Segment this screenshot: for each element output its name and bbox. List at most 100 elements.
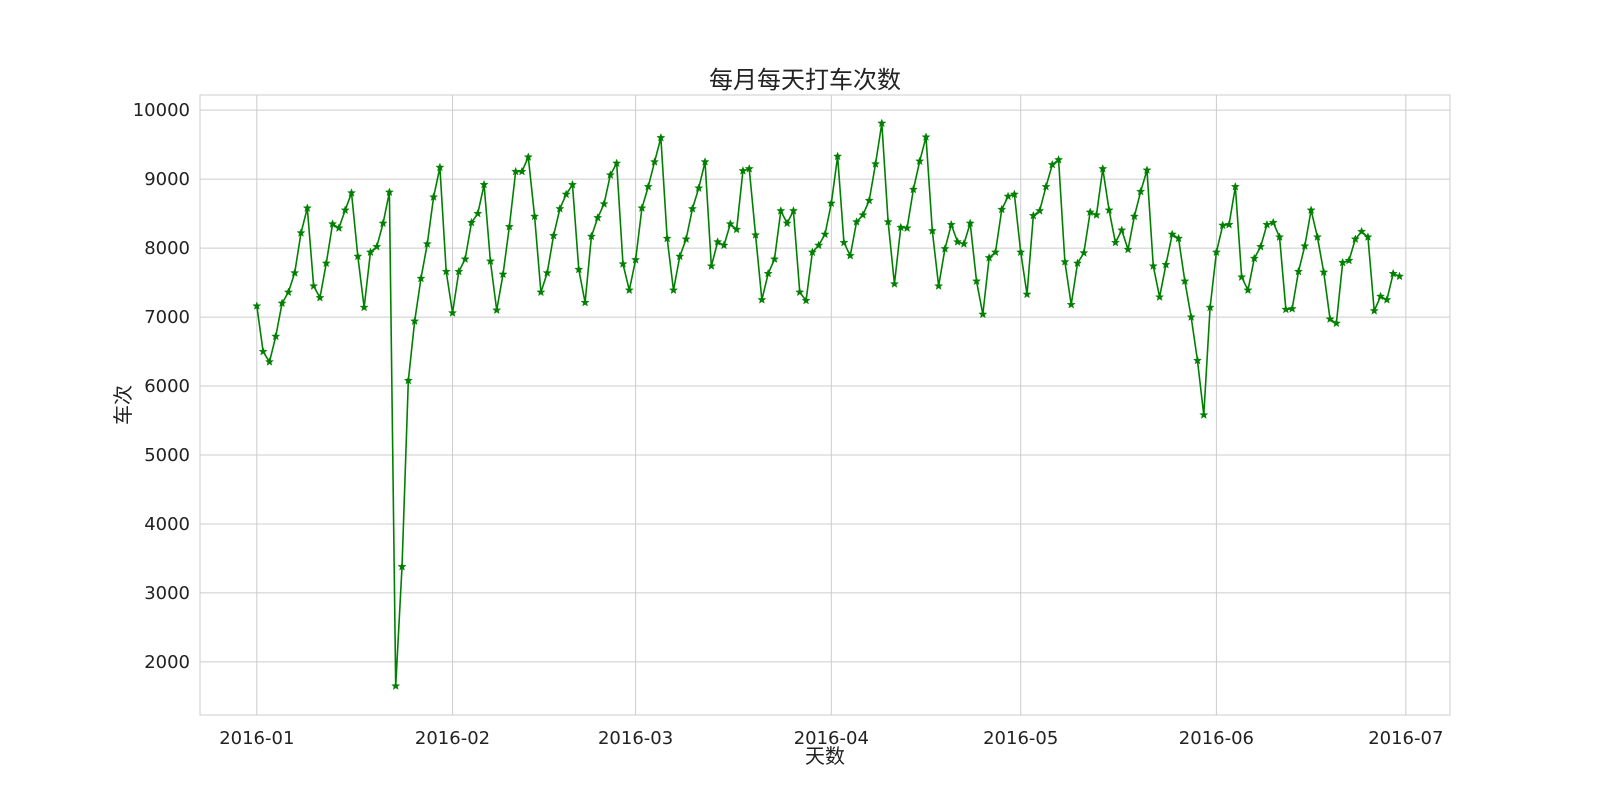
data-point-star: [1022, 289, 1032, 299]
data-point-star: [820, 229, 830, 239]
y-axis-ticks: 2000 3000 4000 5000 6000 7000 8000 9000 10000: [133, 100, 190, 673]
data-point-star: [1104, 205, 1114, 215]
data-point-star: [429, 192, 439, 201]
data-point-star: [296, 228, 306, 237]
data-point-star: [1331, 318, 1341, 328]
x-tick-label: 2016-02: [415, 728, 490, 749]
data-point-star: [574, 264, 584, 274]
data-point-star: [744, 164, 754, 173]
data-point-star: [1300, 241, 1310, 250]
data-point-star: [1035, 206, 1045, 215]
data-point-star: [732, 224, 742, 234]
y-tick-label: 5000: [144, 445, 190, 466]
data-point-star: [473, 208, 483, 218]
data-point-star: [1148, 261, 1158, 270]
data-point-star: [990, 247, 1000, 257]
data-point-star: [643, 181, 653, 191]
data-point-star: [965, 218, 975, 228]
data-point-star: [997, 204, 1007, 214]
data-point-star: [1123, 244, 1133, 254]
data-point-star: [580, 297, 590, 307]
data-point-star: [757, 295, 767, 304]
data-point-star: [782, 218, 792, 228]
data-point-star: [1211, 247, 1221, 257]
data-point-star: [896, 222, 906, 232]
data-point-star: [1174, 233, 1184, 243]
data-point-star: [1079, 248, 1089, 257]
data-point-star: [1350, 234, 1360, 243]
x-axis-title: 天数: [805, 744, 845, 768]
data-point-star: [719, 240, 729, 250]
data-point-star: [1268, 217, 1278, 227]
x-tick-label: 2016-06: [1179, 728, 1254, 749]
data-point-star: [302, 203, 312, 212]
data-point-star: [1129, 211, 1139, 221]
data-point-star: [921, 132, 931, 141]
data-point-star: [586, 231, 596, 241]
data-point-star: [637, 203, 647, 212]
data-point-star: [1237, 272, 1247, 281]
data-point-star: [1192, 355, 1202, 365]
data-point-star: [599, 199, 609, 208]
data-point-star: [934, 281, 944, 290]
data-point-star: [738, 166, 748, 175]
data-point-star: [264, 357, 274, 366]
data-point-star: [877, 118, 887, 128]
data-point-star: [1016, 247, 1026, 257]
data-point-star: [902, 223, 912, 232]
data-point-star: [460, 254, 470, 263]
data-point-star: [340, 205, 350, 215]
data-point-star: [1199, 410, 1209, 419]
x-tick-label: 2016-05: [983, 728, 1058, 749]
data-point-star: [681, 234, 691, 243]
series-line: [256, 122, 1400, 687]
data-point-star: [530, 211, 540, 221]
data-point-star: [542, 268, 552, 277]
data-point-star: [889, 279, 899, 288]
x-tick-label: 2016-03: [598, 728, 673, 749]
data-point-star: [391, 681, 401, 690]
data-point-star: [485, 256, 495, 266]
data-point-star: [839, 237, 849, 247]
data-point-star: [435, 162, 445, 172]
data-point-star: [864, 195, 874, 205]
data-point-star: [1369, 306, 1379, 315]
y-tick-label: 9000: [144, 169, 190, 190]
data-point-star: [795, 287, 805, 297]
data-point-star: [694, 183, 704, 192]
data-point-star: [1394, 271, 1405, 281]
data-point-star: [751, 230, 761, 239]
data-point-star: [359, 302, 369, 312]
data-point-star: [915, 156, 925, 166]
data-point-star: [466, 217, 476, 227]
data-point-star: [769, 254, 780, 263]
data-point-star: [422, 239, 432, 248]
data-point-star: [277, 298, 287, 308]
data-point-star: [290, 268, 300, 277]
data-point-star: [959, 239, 969, 248]
data-point-star: [675, 251, 685, 261]
data-point-star: [687, 204, 697, 213]
data-point-star: [1142, 165, 1152, 175]
data-point-star: [1066, 299, 1076, 309]
data-point-star: [927, 226, 937, 235]
data-point-star: [1186, 312, 1196, 321]
data-point-star: [1338, 257, 1348, 267]
data-point-star: [410, 316, 420, 326]
data-point-star: [984, 253, 994, 262]
data-point-star: [833, 151, 843, 161]
data-point-star: [504, 221, 514, 231]
data-point-star: [801, 295, 811, 305]
data-point-star: [523, 152, 533, 161]
data-point-star: [1281, 304, 1291, 314]
data-point-star: [776, 206, 786, 215]
data-point-star: [618, 259, 628, 268]
data-point-star: [346, 188, 357, 197]
data-point-star: [631, 255, 641, 264]
data-point-star: [814, 240, 824, 250]
data-point-star: [700, 157, 710, 166]
data-point-star: [1009, 189, 1019, 199]
data-point-star: [271, 331, 281, 341]
data-point-star: [1161, 259, 1171, 269]
data-point-star: [1047, 159, 1057, 169]
